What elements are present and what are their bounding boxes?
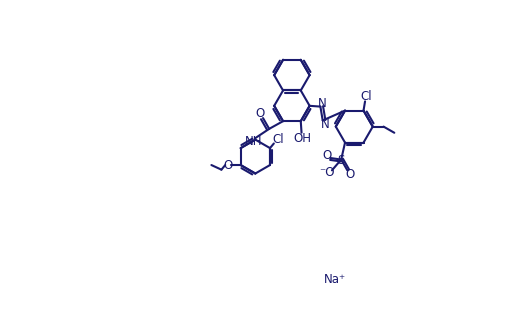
- Text: O: O: [346, 168, 355, 181]
- Text: N: N: [321, 118, 329, 131]
- Text: Cl: Cl: [272, 133, 284, 146]
- Text: O: O: [322, 149, 331, 162]
- Text: NH: NH: [245, 135, 262, 148]
- Text: Na⁺: Na⁺: [324, 273, 346, 286]
- Text: ⁻O: ⁻O: [319, 166, 335, 179]
- Text: O: O: [255, 107, 265, 120]
- Text: O: O: [224, 159, 233, 171]
- Text: Cl: Cl: [361, 90, 372, 103]
- Text: N: N: [318, 97, 327, 110]
- Text: OH: OH: [294, 132, 311, 145]
- Text: S: S: [338, 154, 345, 167]
